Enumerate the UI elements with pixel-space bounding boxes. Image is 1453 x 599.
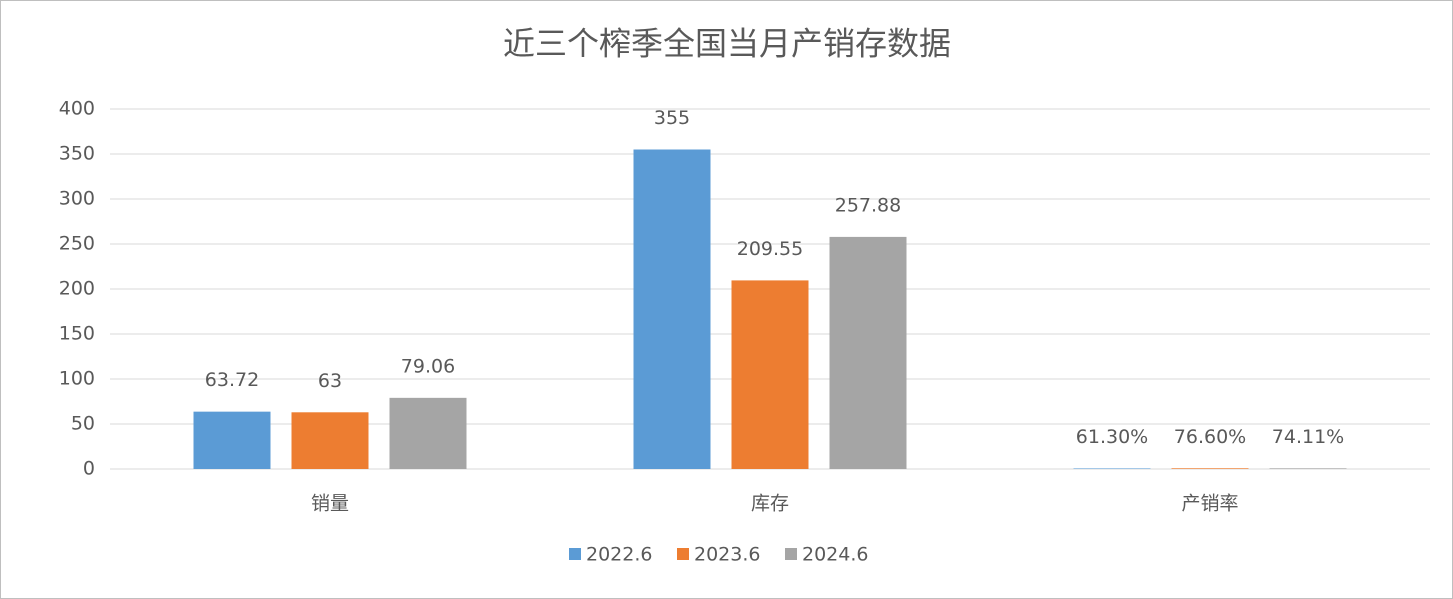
x-tick-label: 产销率: [1181, 493, 1238, 515]
y-tick-label: 300: [59, 188, 95, 210]
bar: [633, 149, 711, 469]
value-label: 63: [318, 370, 342, 392]
legend-swatch: [569, 548, 581, 560]
legend-label: 2024.6: [802, 544, 868, 566]
value-label: 76.60%: [1174, 426, 1246, 448]
chart-title: 近三个榨季全国当月产销存数据: [503, 25, 951, 63]
x-tick-label: 销量: [311, 493, 349, 515]
value-label: 355: [654, 107, 690, 129]
value-label: 74.11%: [1272, 426, 1344, 448]
legend-swatch: [785, 548, 797, 560]
bar: [1073, 468, 1151, 469]
bar: [829, 236, 907, 469]
y-tick-label: 0: [83, 458, 95, 480]
bar: [291, 412, 369, 469]
y-tick-label: 250: [59, 233, 95, 255]
value-label: 79.06: [401, 355, 455, 377]
value-label: 209.55: [737, 238, 803, 260]
y-tick-label: 150: [59, 323, 95, 345]
x-tick-label: 库存: [751, 493, 789, 515]
bar: [1269, 468, 1347, 469]
y-tick-label: 350: [59, 143, 95, 165]
bar: [193, 411, 271, 469]
y-tick-label: 100: [59, 368, 95, 390]
bar: [389, 397, 467, 469]
value-label: 61.30%: [1076, 426, 1148, 448]
legend-label: 2023.6: [694, 544, 760, 566]
y-tick-label: 50: [71, 413, 95, 435]
legend-label: 2022.6: [586, 544, 652, 566]
y-tick-label: 200: [59, 278, 95, 300]
value-label: 257.88: [835, 194, 901, 216]
value-label: 63.72: [205, 369, 259, 391]
legend-swatch: [677, 548, 689, 560]
bar: [1171, 468, 1249, 469]
bar: [731, 280, 809, 469]
y-tick-label: 400: [59, 98, 95, 120]
